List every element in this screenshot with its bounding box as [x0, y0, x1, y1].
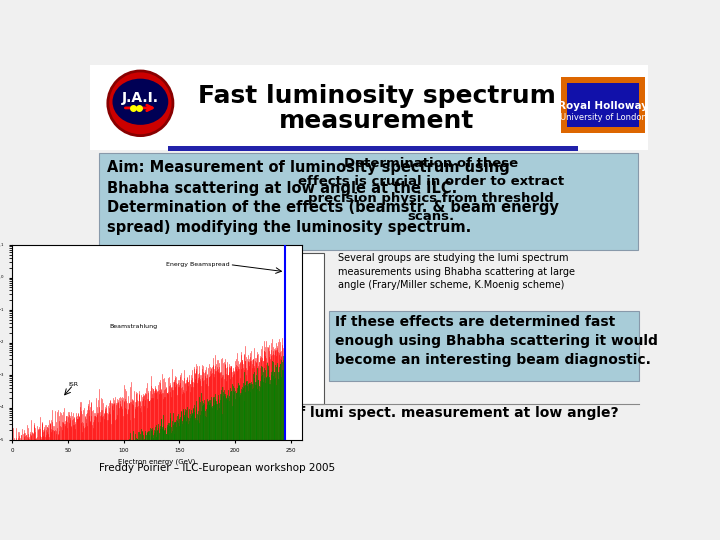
Polygon shape [593, 127, 598, 132]
Polygon shape [605, 77, 611, 83]
Polygon shape [580, 127, 586, 132]
Text: ISR: ISR [68, 382, 78, 387]
FancyBboxPatch shape [329, 311, 639, 381]
Text: Fast luminosity spectrum: Fast luminosity spectrum [198, 84, 556, 107]
Text: Aim: Measurement of luminosity spectrum using
Bhabha scattering at low angle at : Aim: Measurement of luminosity spectrum … [107, 160, 510, 195]
Text: Royal Holloway: Royal Holloway [558, 100, 648, 111]
Polygon shape [629, 77, 636, 83]
Polygon shape [617, 127, 624, 132]
Text: Beamstrahlung: Beamstrahlung [109, 325, 157, 329]
Text: What is the potential of lumi spect. measurement at low angle?: What is the potential of lumi spect. mea… [120, 406, 618, 420]
Text: Energy Beamspread: Energy Beamspread [166, 262, 230, 267]
Polygon shape [580, 77, 586, 83]
Circle shape [108, 71, 173, 136]
Text: Several groups are studying the lumi spectrum
measurements using Bhabha scatteri: Several groups are studying the lumi spe… [338, 253, 575, 290]
FancyBboxPatch shape [561, 77, 645, 132]
X-axis label: Electron energy (GeV): Electron energy (GeV) [118, 458, 196, 465]
FancyBboxPatch shape [168, 146, 578, 151]
Polygon shape [617, 77, 624, 83]
FancyBboxPatch shape [90, 65, 648, 150]
Ellipse shape [112, 79, 168, 125]
Text: If these effects are determined fast
enough using Bhabha scattering it would
bec: If these effects are determined fast eno… [335, 315, 658, 367]
Polygon shape [629, 127, 636, 132]
Polygon shape [567, 77, 574, 83]
FancyBboxPatch shape [99, 253, 324, 403]
FancyBboxPatch shape [99, 153, 638, 249]
Text: Determination of the effects (beamstr. & beam energy
spread) modifying the lumin: Determination of the effects (beamstr. &… [107, 200, 559, 235]
FancyBboxPatch shape [567, 83, 639, 127]
Text: Freddy Poirier – ILC-European workshop 2005: Freddy Poirier – ILC-European workshop 2… [99, 463, 336, 473]
Text: J.A.I.: J.A.I. [122, 91, 159, 105]
Text: University of London: University of London [559, 113, 647, 122]
Text: Determination of these
effects is crucial in order to extract
precision physics : Determination of these effects is crucia… [298, 157, 564, 222]
Polygon shape [567, 127, 574, 132]
Text: measurement: measurement [279, 109, 474, 133]
Polygon shape [593, 77, 598, 83]
Polygon shape [605, 127, 611, 132]
